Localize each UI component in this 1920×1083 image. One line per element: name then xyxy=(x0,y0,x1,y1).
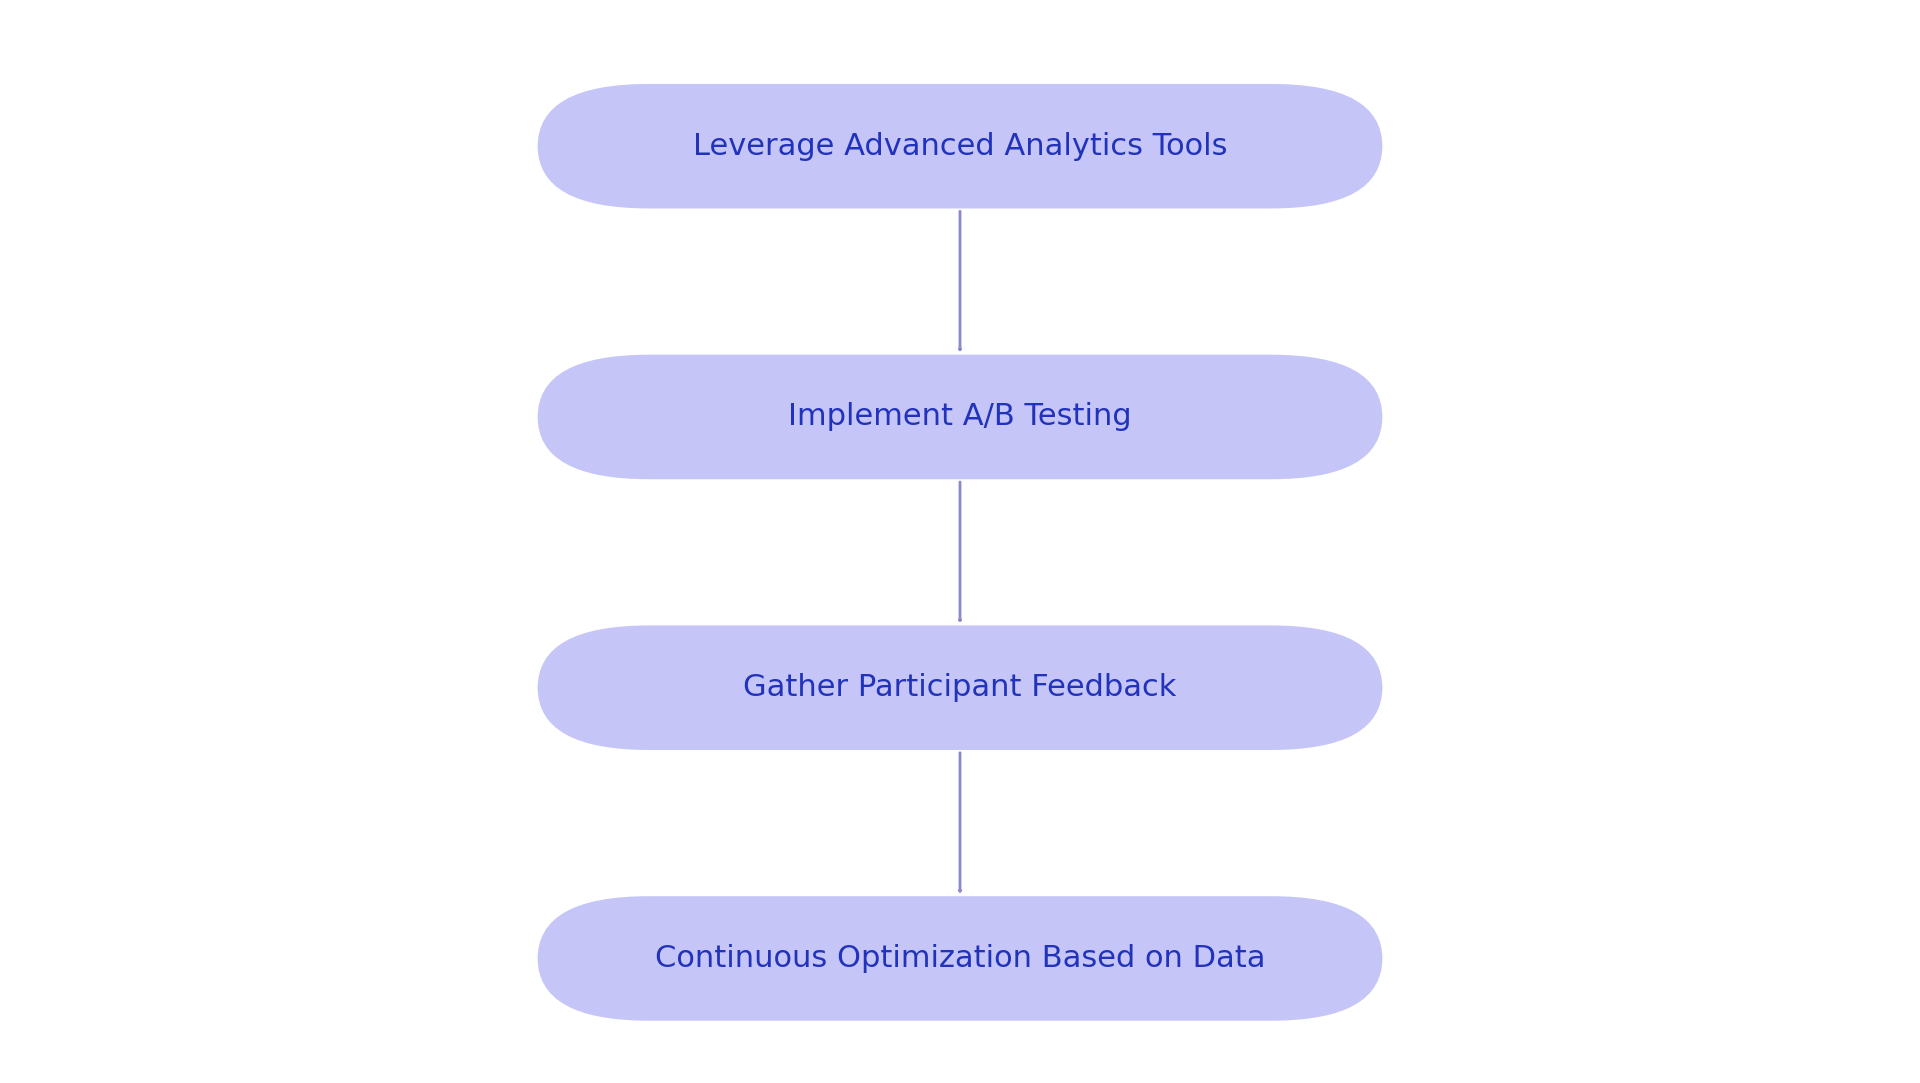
Text: Implement A/B Testing: Implement A/B Testing xyxy=(789,403,1131,431)
Text: Leverage Advanced Analytics Tools: Leverage Advanced Analytics Tools xyxy=(693,132,1227,160)
Text: Continuous Optimization Based on Data: Continuous Optimization Based on Data xyxy=(655,944,1265,973)
Text: Gather Participant Feedback: Gather Participant Feedback xyxy=(743,674,1177,702)
FancyBboxPatch shape xyxy=(538,84,1382,208)
FancyBboxPatch shape xyxy=(538,355,1382,479)
FancyBboxPatch shape xyxy=(538,897,1382,1020)
FancyBboxPatch shape xyxy=(538,626,1382,749)
